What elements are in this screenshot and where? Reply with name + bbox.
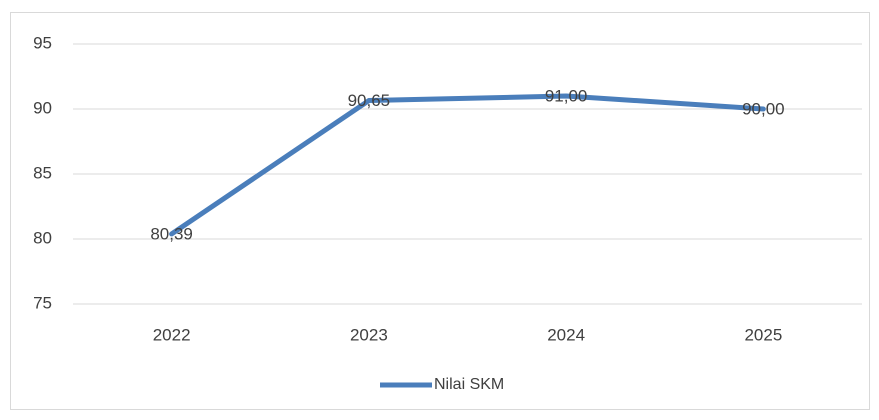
- chart-frame: [10, 12, 870, 410]
- y-tick-label: 95: [33, 33, 52, 52]
- y-tick-label: 90: [33, 98, 52, 117]
- x-tick-label: 2025: [744, 325, 782, 344]
- data-label: 91,00: [545, 86, 588, 105]
- data-label: 90,65: [348, 91, 391, 110]
- x-tick-label: 2023: [350, 325, 388, 344]
- y-tick-label: 80: [33, 228, 52, 247]
- data-label: 80,39: [150, 224, 193, 243]
- y-tick-label: 85: [33, 163, 52, 182]
- x-tick-label: 2022: [153, 325, 191, 344]
- y-tick-label: 75: [33, 293, 52, 312]
- x-tick-label: 2024: [547, 325, 585, 344]
- series-line: [169, 93, 766, 237]
- data-label: 90,00: [742, 99, 785, 118]
- legend-label: Nilai SKM: [434, 376, 504, 393]
